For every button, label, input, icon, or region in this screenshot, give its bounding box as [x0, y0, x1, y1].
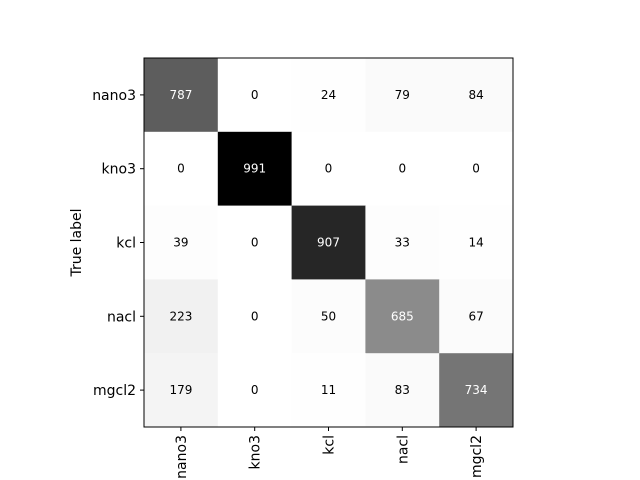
cell-value-kcl-nacl: 33 — [395, 236, 410, 250]
y-axis-ticks: nano3 kno3 kcl nacl mgcl2 — [92, 88, 144, 399]
cell-value-kno3-mgcl2: 0 — [472, 162, 480, 176]
x-axis-ticks: nano3 kno3 kcl nacl mgcl2 — [174, 427, 485, 479]
cell-value-nano3-kno3: 0 — [251, 88, 259, 102]
cell-mgcl2-nano3 — [144, 353, 219, 428]
x-tick-label-nacl: nacl — [395, 435, 411, 464]
cell-nano3-mgcl2 — [439, 58, 514, 133]
cell-nacl-mgcl2 — [439, 279, 514, 354]
cell-mgcl2-kcl — [291, 353, 366, 428]
cell-value-kno3-nacl: 0 — [398, 162, 406, 176]
cell-nacl-nacl — [365, 279, 440, 354]
cell-kcl-kno3 — [217, 205, 293, 280]
x-tick-label-nano3: nano3 — [174, 435, 190, 479]
cell-value-nacl-kcl: 50 — [321, 309, 336, 323]
cell-mgcl2-kno3 — [217, 353, 293, 428]
cell-value-kcl-kno3: 0 — [251, 236, 259, 250]
cell-mgcl2-nacl — [365, 353, 440, 428]
cell-kno3-nano3 — [144, 131, 219, 207]
cell-kno3-kcl — [291, 131, 366, 207]
cell-kno3-mgcl2 — [439, 131, 514, 207]
x-tick-label-kcl: kcl — [322, 435, 338, 455]
cell-nano3-nacl — [365, 58, 440, 133]
cell-value-kcl-kcl: 907 — [317, 236, 340, 250]
cell-value-nano3-nano3: 787 — [169, 88, 192, 102]
cell-value-nano3-mgcl2: 84 — [468, 88, 483, 102]
x-tick-label-mgcl2: mgcl2 — [469, 435, 485, 478]
cell-kcl-mgcl2 — [439, 205, 514, 280]
cell-value-mgcl2-mgcl2: 734 — [465, 383, 488, 397]
y-tick-label-kcl: kcl — [116, 236, 136, 252]
cell-value-nacl-mgcl2: 67 — [468, 309, 483, 323]
cell-value-mgcl2-kno3: 0 — [251, 383, 259, 397]
cell-nacl-kno3 — [217, 279, 293, 354]
cell-value-nacl-nano3: 223 — [169, 309, 192, 323]
cell-value-mgcl2-kcl: 11 — [321, 383, 336, 397]
y-tick-label-nano3: nano3 — [92, 88, 136, 104]
cell-value-kno3-kcl: 0 — [325, 162, 333, 176]
cell-nano3-kcl — [291, 58, 366, 133]
cell-kcl-nacl — [365, 205, 440, 280]
cell-value-kcl-mgcl2: 14 — [468, 236, 483, 250]
cell-kno3-kno3 — [217, 131, 293, 207]
cell-nacl-kcl — [291, 279, 366, 354]
cell-mgcl2-mgcl2 — [439, 353, 514, 428]
cell-kcl-nano3 — [144, 205, 219, 280]
cell-nano3-nano3 — [144, 58, 219, 133]
cell-value-kcl-nano3: 39 — [173, 236, 188, 250]
cell-value-nano3-kcl: 24 — [321, 88, 336, 102]
cell-value-mgcl2-nacl: 83 — [395, 383, 410, 397]
y-axis-title: True label — [69, 208, 85, 277]
cell-value-kno3-nano3: 0 — [177, 162, 185, 176]
cell-value-nacl-kno3: 0 — [251, 309, 259, 323]
y-tick-label-mgcl2: mgcl2 — [93, 383, 136, 399]
cell-nano3-kno3 — [217, 58, 293, 133]
cell-kno3-nacl — [365, 131, 440, 207]
cell-nacl-nano3 — [144, 279, 219, 354]
y-tick-label-kno3: kno3 — [102, 162, 136, 178]
y-tick-label-nacl: nacl — [107, 309, 136, 325]
cell-value-kno3-kno3: 991 — [243, 162, 266, 176]
heatmap-cells — [144, 58, 514, 428]
cell-value-nano3-nacl: 79 — [395, 88, 410, 102]
cell-kcl-kcl — [291, 205, 366, 280]
cell-value-mgcl2-nano3: 179 — [169, 383, 192, 397]
heatmap-cell-labels: 787 0 24 79 84 0 991 0 0 0 39 0 907 33 14 223 0 50 685 67 17… — [169, 88, 487, 397]
x-tick-label-kno3: kno3 — [248, 435, 264, 469]
cell-value-nacl-nacl: 685 — [391, 309, 414, 323]
